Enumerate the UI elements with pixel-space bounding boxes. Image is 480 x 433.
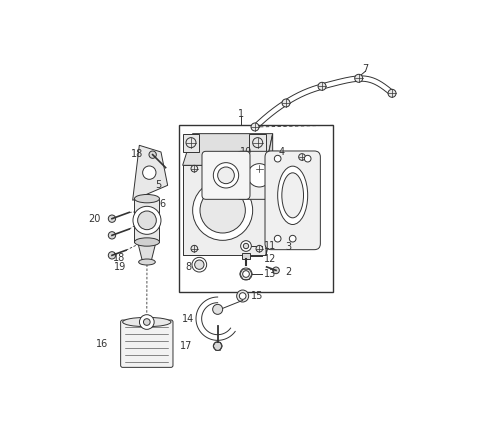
Circle shape xyxy=(192,180,252,240)
Polygon shape xyxy=(196,135,269,172)
Text: 5: 5 xyxy=(155,180,161,191)
Circle shape xyxy=(243,271,249,278)
Circle shape xyxy=(240,293,246,299)
Circle shape xyxy=(186,138,196,148)
Text: 20: 20 xyxy=(89,213,101,224)
Circle shape xyxy=(213,342,222,350)
FancyBboxPatch shape xyxy=(202,151,250,199)
Circle shape xyxy=(213,304,223,314)
Text: 19: 19 xyxy=(114,262,127,272)
Circle shape xyxy=(289,235,296,242)
Circle shape xyxy=(143,166,156,179)
Text: 2: 2 xyxy=(285,267,291,277)
FancyBboxPatch shape xyxy=(265,151,320,250)
Polygon shape xyxy=(183,134,273,165)
Circle shape xyxy=(355,74,363,82)
Circle shape xyxy=(282,99,290,107)
Text: 14: 14 xyxy=(182,313,194,324)
Circle shape xyxy=(217,167,234,184)
Text: 12: 12 xyxy=(264,254,276,264)
Circle shape xyxy=(299,154,305,160)
Text: 13: 13 xyxy=(264,269,276,279)
Circle shape xyxy=(213,163,239,188)
Circle shape xyxy=(191,165,198,172)
Circle shape xyxy=(191,246,198,252)
Polygon shape xyxy=(183,165,266,255)
Text: 18: 18 xyxy=(113,253,125,263)
Text: 15: 15 xyxy=(251,291,264,301)
Text: 18: 18 xyxy=(131,149,144,158)
Bar xyxy=(180,125,333,292)
Circle shape xyxy=(138,211,156,229)
Text: 7: 7 xyxy=(362,64,369,74)
Circle shape xyxy=(144,319,150,325)
Circle shape xyxy=(318,82,326,90)
Text: 1: 1 xyxy=(238,109,244,119)
Text: 3: 3 xyxy=(286,242,292,252)
Polygon shape xyxy=(132,145,168,200)
Polygon shape xyxy=(138,242,156,262)
Circle shape xyxy=(108,252,116,259)
Polygon shape xyxy=(183,134,199,152)
Circle shape xyxy=(192,257,207,272)
Text: 11: 11 xyxy=(264,241,276,251)
Bar xyxy=(242,253,250,259)
Circle shape xyxy=(251,123,259,131)
Circle shape xyxy=(149,151,156,158)
Text: 10: 10 xyxy=(240,147,252,157)
Circle shape xyxy=(243,243,249,249)
Circle shape xyxy=(108,215,116,222)
Circle shape xyxy=(252,138,263,148)
Ellipse shape xyxy=(134,238,159,246)
Polygon shape xyxy=(134,199,159,242)
Circle shape xyxy=(248,164,271,187)
Polygon shape xyxy=(266,134,273,255)
Circle shape xyxy=(256,246,263,252)
Circle shape xyxy=(108,232,116,239)
Circle shape xyxy=(200,187,245,233)
FancyBboxPatch shape xyxy=(237,151,282,199)
Circle shape xyxy=(388,89,396,97)
Ellipse shape xyxy=(139,259,156,265)
Text: 17: 17 xyxy=(180,341,192,351)
Circle shape xyxy=(256,165,263,172)
Circle shape xyxy=(237,290,249,302)
FancyBboxPatch shape xyxy=(120,320,173,367)
Circle shape xyxy=(240,268,252,280)
Circle shape xyxy=(304,155,311,162)
Circle shape xyxy=(195,260,204,269)
Circle shape xyxy=(133,207,161,234)
Polygon shape xyxy=(249,134,266,152)
Ellipse shape xyxy=(134,194,159,203)
Ellipse shape xyxy=(277,166,308,224)
Circle shape xyxy=(275,155,281,162)
Text: 8: 8 xyxy=(186,262,192,272)
Polygon shape xyxy=(183,165,219,255)
Circle shape xyxy=(140,315,154,330)
Text: 6: 6 xyxy=(159,199,165,209)
Circle shape xyxy=(240,241,252,251)
Text: 16: 16 xyxy=(96,339,108,349)
Circle shape xyxy=(273,267,279,274)
Text: 4: 4 xyxy=(279,147,285,157)
Text: 9: 9 xyxy=(213,168,219,178)
Ellipse shape xyxy=(282,173,303,218)
Circle shape xyxy=(275,235,281,242)
Ellipse shape xyxy=(122,317,171,326)
